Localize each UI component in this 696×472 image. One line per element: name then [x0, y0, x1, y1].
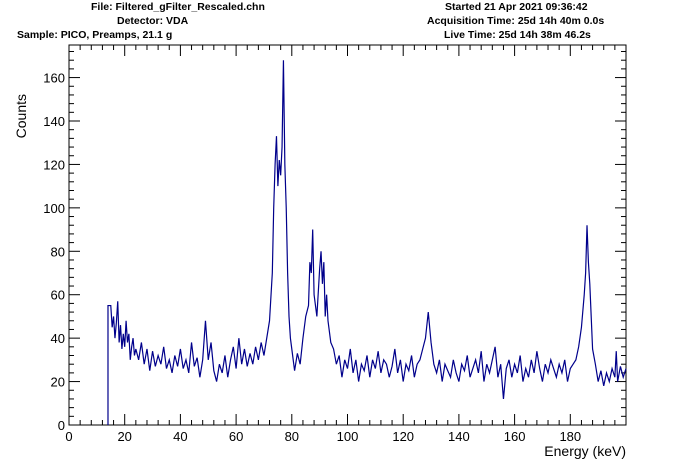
x-tick-label: 120	[392, 429, 414, 444]
y-tick-label: 60	[51, 288, 65, 303]
x-tick-label: 80	[285, 429, 299, 444]
acquisition-time-label: Acquisition Time: 25d 14h 40m 0.0s	[427, 15, 605, 27]
detector-label: Detector: VDA	[117, 15, 189, 27]
y-tick-label: 20	[51, 375, 65, 390]
x-tick-label: 140	[448, 429, 470, 444]
live-time-label: Live Time: 25d 14h 38m 46.2s	[444, 29, 591, 41]
x-tick-label: 60	[229, 429, 243, 444]
x-tick-label: 20	[117, 429, 131, 444]
file-name-label: File: Filtered_gFilter_Rescaled.chn	[91, 1, 265, 13]
x-tick-label: 160	[504, 429, 526, 444]
y-axis-title: Counts	[13, 94, 29, 138]
y-tick-label: 0	[58, 418, 65, 433]
y-tick-label: 80	[51, 244, 65, 259]
x-tick-label: 180	[559, 429, 581, 444]
y-tick-label: 40	[51, 331, 65, 346]
y-tick-label: 160	[43, 71, 65, 86]
y-tick-label: 140	[43, 114, 65, 129]
x-axis-title: Energy (keV)	[544, 443, 626, 459]
start-time-label: Started 21 Apr 2021 09:36:42	[445, 1, 588, 13]
y-tick-label: 100	[43, 201, 65, 216]
x-tick-label: 0	[65, 429, 72, 444]
x-tick-label: 40	[173, 429, 187, 444]
sample-label: Sample: PICO, Preamps, 21.1 g	[17, 29, 173, 41]
x-tick-label: 100	[337, 429, 359, 444]
spectrum-series-line	[107, 60, 627, 425]
y-tick-label: 120	[43, 157, 65, 172]
